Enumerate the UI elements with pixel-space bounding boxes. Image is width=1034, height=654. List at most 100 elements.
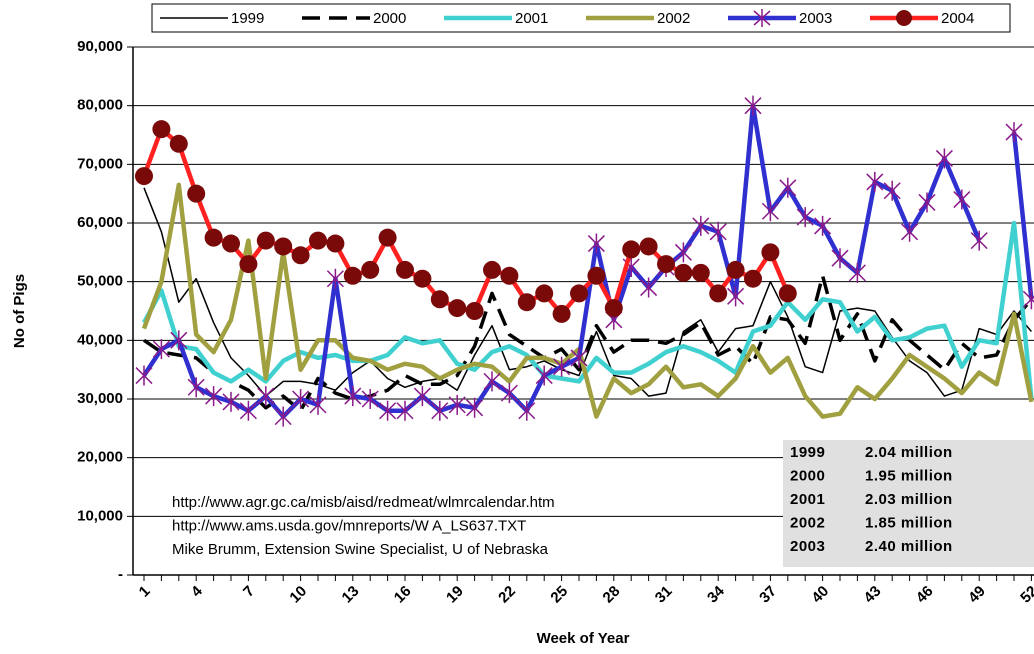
marker-shape [779,177,797,198]
marker [500,266,519,285]
marker [535,284,554,303]
marker [831,248,849,269]
legend-label: 2003 [799,10,832,27]
marker [553,356,571,377]
marker [256,231,275,250]
marker [326,234,345,253]
marker [500,383,518,404]
legend-marker [753,9,771,27]
marker [552,304,571,323]
marker [535,365,553,386]
marker [866,171,884,192]
marker [274,237,293,256]
marker [326,268,344,289]
marker [709,284,728,303]
marker [587,266,606,285]
marker [639,237,658,256]
marker-shape [239,400,257,421]
totals-cell: 1.85 million [865,514,953,531]
marker [604,299,623,318]
y-tick-label: 90,000 [77,38,123,55]
marker [709,221,727,242]
marker-shape [796,207,814,228]
marker [152,339,170,360]
marker [778,284,797,303]
marker [918,192,936,213]
legend-box [151,3,1011,33]
totals-cell: 2003 [790,538,825,555]
marker-shape [448,394,466,415]
marker-shape [709,221,727,242]
marker-shape [814,215,832,236]
marker [726,260,745,279]
marker-shape [292,389,310,409]
marker [205,386,223,407]
marker-shape [901,221,919,242]
marker [779,177,797,198]
marker [448,394,466,415]
marker-shape [587,233,605,254]
marker [343,266,362,285]
marker-shape [483,371,501,392]
y-tick-label: 20,000 [77,449,123,466]
marker [674,242,692,263]
marker [622,240,641,259]
y-tick-label: - [118,566,123,583]
marker [814,215,832,236]
y-tick-label: 70,000 [77,155,123,172]
marker-shape [883,180,901,201]
marker [674,263,693,282]
marker-shape [257,386,275,407]
marker [848,262,866,283]
marker-shape [953,189,971,210]
marker-shape [674,242,692,263]
legend-label: 2000 [373,10,406,27]
marker [379,400,397,421]
marker [970,230,988,251]
marker-shape [518,400,536,421]
marker-shape [744,95,762,116]
marker [430,290,449,309]
marker-shape [535,365,553,386]
totals-cell: 1.95 million [865,467,953,484]
y-tick-label: 30,000 [77,390,123,407]
legend-label: 2004 [941,10,974,27]
marker-shape [970,230,988,251]
marker [413,269,432,288]
marker [344,386,362,407]
y-tick-label: 40,000 [77,331,123,348]
marker [187,184,206,203]
marker-shape [152,339,170,360]
marker [744,269,762,288]
marker [413,386,431,407]
series-line [143,274,1033,413]
marker-shape [396,400,414,421]
marker [396,400,414,421]
marker-shape [1022,289,1034,310]
totals-box [783,440,1034,567]
marker-shape [413,386,431,407]
marker-shape [692,215,710,236]
totals-cell: 2000 [790,467,825,484]
marker-shape [500,383,518,404]
marker [309,231,327,250]
marker [135,365,153,386]
marker-shape [935,148,953,169]
marker-shape [761,201,779,222]
legend-label: 2002 [657,10,690,27]
marker [187,377,205,398]
marker [466,397,484,418]
series-line [143,187,1032,397]
totals-cell: 2001 [790,491,825,508]
marker [692,215,710,236]
marker [378,228,397,247]
marker [570,284,588,303]
marker-shape [553,356,571,377]
marker-shape [274,406,292,427]
marker [483,260,501,279]
marker [396,260,414,279]
marker-shape [222,391,240,412]
marker-shape [431,400,449,421]
marker [517,293,536,312]
marker [1022,289,1034,310]
